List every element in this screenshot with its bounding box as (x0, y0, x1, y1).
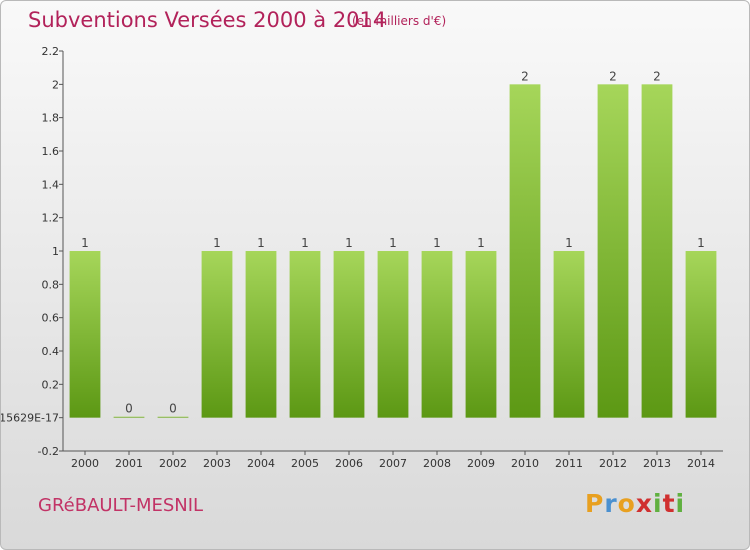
bar-2000 (69, 251, 101, 418)
y-tick-label: -0.2 (38, 445, 59, 458)
bar-2002 (157, 416, 189, 418)
value-label-2013: 2 (653, 69, 661, 83)
y-tick-label: 0.8 (42, 278, 60, 291)
y-tick-label: 1.6 (42, 145, 60, 158)
bar-2011 (553, 251, 585, 418)
x-tick-label-2002: 2002 (159, 457, 187, 470)
bar-2005 (289, 251, 321, 418)
x-tick-label-2000: 2000 (71, 457, 99, 470)
bar-2013 (641, 84, 673, 418)
value-label-2014: 1 (697, 236, 705, 250)
x-tick-label-2008: 2008 (423, 457, 451, 470)
logo-letter: x (635, 489, 653, 518)
x-tick-label-2005: 2005 (291, 457, 319, 470)
bar-2007 (377, 251, 409, 418)
x-tick-label-2012: 2012 (599, 457, 627, 470)
x-tick-label-2010: 2010 (511, 457, 539, 470)
y-tick-label: 0.6 (42, 312, 60, 325)
logo-letter: t (662, 489, 676, 518)
y-tick-label: 2.2 (42, 45, 60, 58)
x-tick-label-2014: 2014 (687, 457, 715, 470)
value-label-2012: 2 (609, 69, 617, 83)
logo-letter: i (653, 489, 663, 518)
bar-2010 (509, 84, 541, 418)
bar-2006 (333, 251, 365, 418)
y-tick-label: 1.2 (42, 212, 60, 225)
bar-2001 (113, 416, 145, 418)
logo-letter: o (617, 489, 636, 518)
bar-2008 (421, 251, 453, 418)
logo-letter: i (675, 489, 686, 518)
y-tick-label: 1.8 (42, 112, 60, 125)
logo-letter: r (604, 489, 618, 518)
value-label-2005: 1 (301, 236, 309, 250)
bar-2004 (245, 251, 277, 418)
y-tick-label: 1 (52, 245, 59, 258)
value-label-2004: 1 (257, 236, 265, 250)
logo-letter: P (585, 489, 605, 518)
value-label-2001: 0 (125, 402, 133, 416)
y-tick-label: 1.4 (42, 178, 60, 191)
value-label-2003: 1 (213, 236, 221, 250)
chart-axes: -0.2 -1.15629E-17 0.2 0.4 0.6 0.8 1 1.2 1.4 1.6 1.… (1, 45, 723, 470)
value-label-2007: 1 (389, 236, 397, 250)
y-tick-label: 0.2 (42, 378, 60, 391)
value-label-2011: 1 (565, 236, 573, 250)
chart-subtitle: (en milliers d'€) (352, 14, 447, 28)
y-tick-label: -1.15629E-17 (1, 412, 59, 425)
value-label-2008: 1 (433, 236, 441, 250)
bar-2014 (685, 251, 717, 418)
x-tick-label-2013: 2013 (643, 457, 671, 470)
value-label-2006: 1 (345, 236, 353, 250)
commune-name: GRéBAULT-MESNIL (38, 495, 204, 516)
value-label-2009: 1 (477, 236, 485, 250)
value-label-2000: 1 (81, 236, 89, 250)
y-tick-label: 2 (52, 78, 59, 91)
value-label-2002: 0 (169, 402, 177, 416)
bar-2012 (597, 84, 629, 418)
chart-bars (69, 84, 717, 418)
y-tick-label: 0.4 (42, 345, 60, 358)
bar-2009 (465, 251, 497, 418)
proxiti-logo: Proxiti (585, 489, 685, 518)
x-tick-label-2001: 2001 (115, 457, 143, 470)
bar-2003 (201, 251, 233, 418)
x-tick-label-2004: 2004 (247, 457, 275, 470)
chart-title: Subventions Versées 2000 à 2014 (28, 8, 387, 32)
x-tick-label-2011: 2011 (555, 457, 583, 470)
x-tick-label-2009: 2009 (467, 457, 495, 470)
value-label-2010: 2 (521, 69, 529, 83)
chart-value-labels: 1 0 0 1 1 1 1 1 1 1 2 1 2 2 1 (81, 69, 705, 415)
x-tick-label-2003: 2003 (203, 457, 231, 470)
x-tick-label-2006: 2006 (335, 457, 363, 470)
x-tick-label-2007: 2007 (379, 457, 407, 470)
